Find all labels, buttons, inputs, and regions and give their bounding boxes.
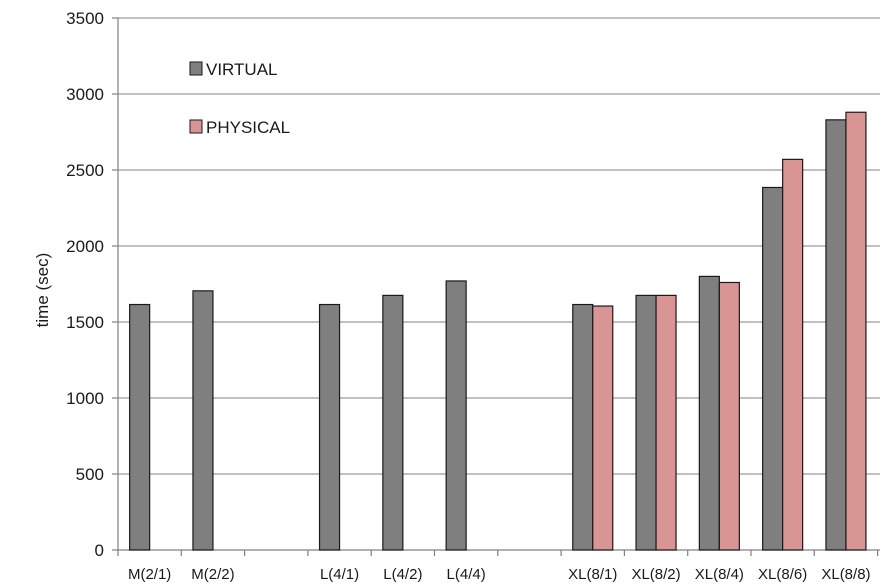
legend-swatch-physical [189, 119, 203, 134]
bar-virtual [382, 294, 404, 551]
bar-virtual [192, 290, 214, 551]
y-tick-label: 1500 [66, 313, 104, 332]
bar-virtual [635, 294, 657, 551]
gridlines [118, 17, 880, 475]
x-tick-label: L(4/4) [447, 566, 486, 583]
bar-physical [782, 158, 804, 551]
bar-virtual [445, 280, 467, 551]
y-tick-label: 2500 [66, 161, 104, 180]
y-tick-label: 500 [76, 465, 104, 484]
legend: VIRTUAL PHYSICAL [189, 60, 290, 137]
y-tick-label: 1000 [66, 389, 104, 408]
x-tick-label: XL(8/6) [758, 566, 807, 583]
bar-physical [655, 294, 677, 551]
bar-virtual [318, 303, 341, 551]
y-tick-label: 3000 [66, 85, 104, 104]
x-tick-label: XL(8/8) [821, 566, 870, 583]
bar-virtual [129, 303, 151, 551]
bars [129, 111, 867, 551]
bar-virtual [698, 275, 720, 551]
x-tick-label: XL(8/1) [568, 566, 617, 583]
bar-virtual [572, 303, 594, 551]
y-tick-label: 2000 [66, 237, 104, 256]
legend-label-physical: PHYSICAL [206, 118, 290, 137]
bar-physical [845, 111, 867, 551]
labels: 0 500 1000 1500 2000 2500 3000 3500 M(2/1) M(2/2)… [66, 9, 870, 583]
y-tick-label: 0 [95, 541, 104, 560]
y-axis-title: time (sec) [33, 253, 52, 328]
x-tick-label: M(2/1) [128, 566, 171, 583]
bar-physical [592, 305, 614, 551]
legend-swatch-virtual [189, 61, 203, 76]
x-tick-label: M(2/2) [191, 566, 234, 583]
axes [112, 17, 880, 556]
x-tick-label: XL(8/4) [695, 566, 744, 583]
legend-label-virtual: VIRTUAL [206, 60, 278, 79]
bar-physical [718, 281, 740, 551]
x-tick-label: L(4/2) [383, 566, 422, 583]
x-tick-label: XL(8/2) [631, 566, 680, 583]
x-tick-label: L(4/1) [320, 566, 359, 583]
bar-virtual [825, 119, 847, 551]
y-tick-label: 3500 [66, 9, 104, 28]
bar-virtual [762, 186, 784, 551]
